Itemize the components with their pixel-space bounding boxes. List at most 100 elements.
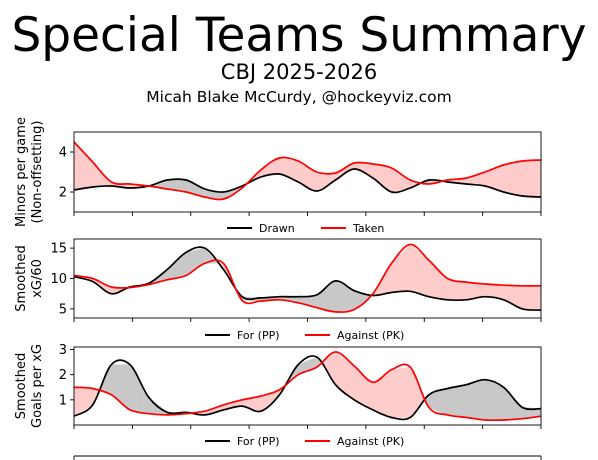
y-axis-label: xG/60: [30, 259, 45, 298]
fill-segment: [171, 179, 176, 191]
fill-segment: [431, 392, 437, 411]
fill-segment: [167, 179, 172, 190]
fill-segment: [455, 279, 460, 300]
fill-segment: [350, 362, 355, 401]
legend-label: Taken: [352, 222, 384, 235]
fill-segment: [501, 386, 507, 421]
fill-segment: [416, 249, 421, 295]
fill-segment: [354, 365, 359, 403]
fill-segment: [256, 395, 261, 412]
fill-segment: [319, 171, 324, 190]
fill-segment: [474, 381, 479, 420]
fill-segment: [431, 262, 437, 299]
fill-segment: [466, 383, 472, 419]
fill-segment: [369, 379, 374, 411]
fill-segment: [334, 281, 339, 312]
fill-segment: [459, 280, 464, 300]
fill-segment: [385, 166, 390, 191]
fill-segment: [451, 386, 456, 417]
fill-segment: [81, 387, 86, 412]
fill-segment: [381, 165, 386, 188]
fill-segment: [463, 281, 468, 301]
plot-frame: [73, 238, 542, 319]
fill-segment: [354, 290, 359, 310]
fill-segment: [482, 171, 487, 187]
figure-byline: Micah Blake McCurdy, @hockeyviz.com: [146, 88, 451, 106]
fill-segment: [505, 163, 511, 194]
fill-segment: [77, 145, 83, 190]
fill-segment: [435, 390, 440, 413]
fill-segment: [124, 364, 129, 410]
fill-segment: [536, 159, 542, 198]
series-line-against-pk: [73, 351, 542, 422]
fill-segment: [377, 376, 382, 414]
fill-segment: [486, 169, 491, 189]
y-axis-label: Minors per game: [14, 117, 29, 227]
fill-segment: [389, 369, 394, 418]
fill-segment: [509, 285, 514, 306]
fill-segment: [400, 367, 405, 418]
fill-segment: [338, 282, 343, 312]
fill-segment: [494, 383, 499, 421]
y-tick-label: 2: [59, 186, 67, 201]
fill-segment: [396, 253, 402, 293]
fill-segment: [392, 368, 398, 418]
fill-segment: [501, 164, 507, 193]
figure-subtitle: CBJ 2025-2026: [221, 60, 377, 84]
fill-segment: [451, 279, 456, 300]
panel-2: 5 10 15 Smoothed xG/60 For (PP) Against (PK): [14, 238, 542, 342]
fill-segment: [85, 153, 90, 189]
fill-segment: [529, 160, 534, 197]
series-line-against-pk: [73, 243, 542, 313]
fill-segment: [408, 366, 413, 418]
fill-segment: [303, 163, 308, 187]
series-line-for-pp: [73, 355, 542, 421]
fill-segment: [486, 283, 491, 298]
fill-segment: [73, 141, 79, 191]
fill-segment: [396, 368, 402, 418]
fill-segment: [498, 165, 503, 192]
legend-label: For (PP): [237, 329, 280, 342]
fill-segment: [272, 159, 277, 176]
fill-segment: [252, 396, 258, 411]
fill-segment: [112, 364, 118, 400]
legend-label: Against (PK): [337, 329, 404, 342]
fill-segment: [501, 284, 507, 302]
fill-segment: [346, 359, 351, 398]
fill-segment: [525, 285, 530, 310]
y-tick-label: 1: [59, 393, 67, 408]
fill-segment: [334, 352, 339, 388]
fill-segment: [330, 281, 335, 312]
fill-segment: [276, 157, 281, 175]
fill-segment: [190, 250, 195, 273]
panel-1: 2 4 Minors per game (Non-offsetting) Drawn Ta…: [14, 117, 542, 235]
fill-segment: [342, 356, 347, 394]
fill-segment: [482, 283, 487, 298]
fill-segment: [77, 387, 83, 415]
fill-segment: [533, 285, 538, 311]
y-axis-label: Smoothed: [14, 353, 29, 419]
fill-segment: [533, 159, 538, 198]
fill-segment: [400, 249, 405, 293]
fill-segment: [517, 160, 522, 197]
fill-segment: [459, 385, 464, 418]
fill-segment: [478, 283, 483, 298]
panel-3: 1 2 3 Smoothed Goals per xG For (PP) Against (…: [14, 343, 542, 448]
fill-segment: [474, 282, 479, 299]
legend-label: Against (PK): [337, 435, 404, 448]
fill-segment: [248, 397, 254, 410]
fill-segment: [280, 157, 285, 177]
fill-segment: [439, 389, 444, 414]
legend-label: Drawn: [259, 222, 295, 235]
fill-segment: [120, 364, 125, 406]
fill-segment: [338, 353, 343, 391]
fill-segment: [525, 160, 530, 197]
fill-segment: [443, 388, 448, 416]
fill-segment: [116, 364, 121, 403]
fill-segment: [315, 170, 320, 191]
fill-segment: [299, 161, 304, 185]
y-tick-label: 2: [59, 368, 67, 383]
fill-segment: [466, 281, 472, 300]
fill-segment: [73, 387, 79, 417]
figure-title: Special Teams Summary: [11, 8, 586, 63]
